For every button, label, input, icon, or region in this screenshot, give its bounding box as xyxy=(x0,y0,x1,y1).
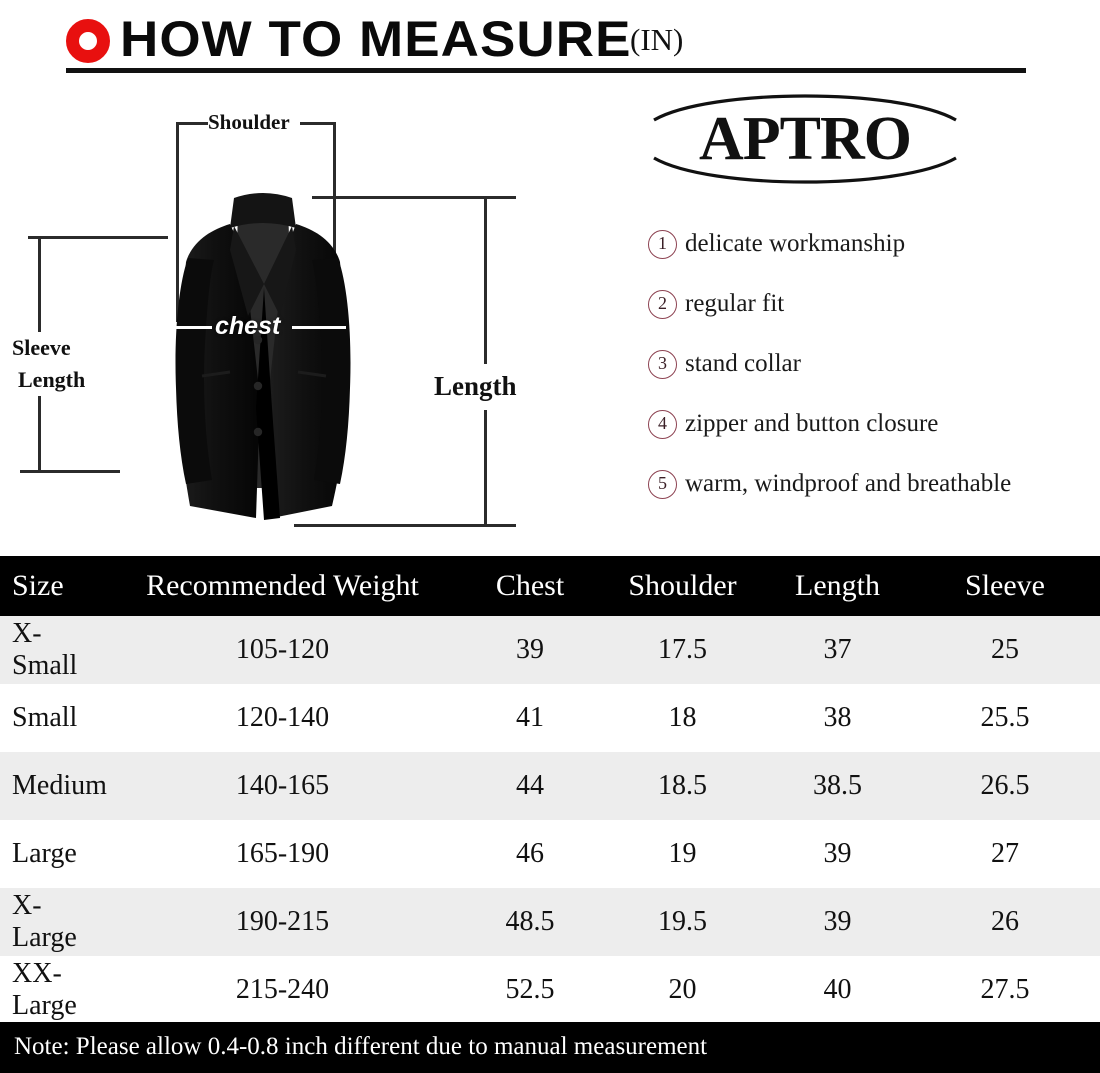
coat-illustration xyxy=(168,188,358,528)
brand-panel: APTRO 1 delicate workmanship 2 regular fit… xyxy=(620,80,1100,556)
cell-size: X-Large xyxy=(0,888,105,956)
cell-sleeve: 25.5 xyxy=(910,684,1100,752)
cell-shoulder: 19.5 xyxy=(600,888,765,956)
table-row: X-Large 190-215 48.5 19.5 39 26 xyxy=(0,888,1100,956)
cell-weight: 165-190 xyxy=(105,820,460,888)
feature-number-2: 2 xyxy=(648,290,677,319)
cell-weight: 190-215 xyxy=(105,888,460,956)
feature-number-1: 1 xyxy=(648,230,677,259)
feature-text-2: regular fit xyxy=(685,290,785,317)
table-row: Small 120-140 41 18 38 25.5 xyxy=(0,684,1100,752)
table-header-row: Size Recommended Weight Chest Shoulder L… xyxy=(0,556,1100,616)
table-row: Medium 140-165 44 18.5 38.5 26.5 xyxy=(0,752,1100,820)
column-header-shoulder: Shoulder xyxy=(600,556,765,616)
cell-chest: 39 xyxy=(460,616,600,684)
feature-item-3: 3 stand collar xyxy=(648,350,801,379)
measurement-unit-label: (IN) xyxy=(630,22,684,57)
cell-length: 38.5 xyxy=(765,752,910,820)
table-row: XX-Large 215-240 52.5 20 40 27.5 xyxy=(0,956,1100,1024)
cell-shoulder: 18 xyxy=(600,684,765,752)
cell-sleeve: 26 xyxy=(910,888,1100,956)
feature-item-2: 2 regular fit xyxy=(648,290,784,319)
cell-size: Medium xyxy=(0,752,107,820)
feature-number-3: 3 xyxy=(648,350,677,379)
cell-length: 38 xyxy=(765,684,910,752)
cell-shoulder: 17.5 xyxy=(600,616,765,684)
cell-size: Small xyxy=(0,684,105,752)
cell-size: XX-Large xyxy=(0,956,105,1024)
sleeve-label-line1: Sleeve xyxy=(12,335,71,360)
cell-length: 39 xyxy=(765,820,910,888)
length-line-top xyxy=(312,196,516,199)
cell-sleeve: 27.5 xyxy=(910,956,1100,1024)
sleeve-line-top xyxy=(28,236,168,239)
feature-text-5: warm, windproof and breathable xyxy=(685,470,1012,497)
chest-line-right xyxy=(292,326,346,329)
red-ring-icon xyxy=(66,19,110,63)
chest-line-left xyxy=(160,326,212,329)
cell-sleeve: 26.5 xyxy=(910,752,1100,820)
cell-weight: 140-165 xyxy=(105,752,460,820)
cell-size: Large xyxy=(0,820,105,888)
measurement-diagram: Shoulder Sleeve Length Length xyxy=(0,80,620,556)
cell-shoulder: 18.5 xyxy=(600,752,765,820)
page-title: HOW TO MEASURE xyxy=(120,11,632,67)
column-header-size: Size xyxy=(0,556,105,616)
cell-chest: 52.5 xyxy=(460,956,600,1024)
sleeve-tick-lower xyxy=(38,396,41,472)
cell-length: 40 xyxy=(765,956,910,1024)
shoulder-line-left xyxy=(176,122,208,125)
chest-label: chest xyxy=(215,312,281,340)
note-text: Note: Please allow 0.4-0.8 inch differen… xyxy=(14,1033,708,1060)
shoulder-tick-left xyxy=(176,122,179,322)
size-chart-table: Size Recommended Weight Chest Shoulder L… xyxy=(0,556,1100,1024)
cell-chest: 46 xyxy=(460,820,600,888)
column-header-chest: Chest xyxy=(460,556,600,616)
cell-sleeve: 25 xyxy=(910,616,1100,684)
feature-item-4: 4 zipper and button closure xyxy=(648,410,938,439)
length-label: Length xyxy=(434,371,517,401)
shoulder-tick-right xyxy=(333,122,336,310)
cell-length: 39 xyxy=(765,888,910,956)
cell-chest: 44 xyxy=(460,752,600,820)
cell-shoulder: 19 xyxy=(600,820,765,888)
feature-text-4: zipper and button closure xyxy=(685,410,939,437)
sleeve-label-line2: Length xyxy=(18,367,86,392)
aptro-logo: APTRO xyxy=(640,86,970,191)
table-row: X-Small 105-120 39 17.5 37 25 xyxy=(0,616,1100,684)
page-header: HOW TO MEASURE (IN) xyxy=(0,0,1100,80)
cell-shoulder: 20 xyxy=(600,956,765,1024)
column-header-sleeve: Sleeve xyxy=(910,556,1100,616)
length-line-bottom xyxy=(294,524,516,527)
length-tick-lower xyxy=(484,410,487,526)
feature-item-1: 1 delicate workmanship xyxy=(648,230,905,259)
cell-weight: 120-140 xyxy=(105,684,460,752)
table-row: Large 165-190 46 19 39 27 xyxy=(0,820,1100,888)
column-header-length: Length xyxy=(765,556,910,616)
sleeve-line-bottom xyxy=(20,470,120,473)
cell-sleeve: 27 xyxy=(910,820,1100,888)
feature-text-3: stand collar xyxy=(685,350,801,377)
cell-length: 37 xyxy=(765,616,910,684)
shoulder-line-right xyxy=(300,122,336,125)
feature-item-5: 5 warm, windproof and breathable xyxy=(648,470,1011,499)
shoulder-label: Shoulder xyxy=(208,110,290,134)
brand-name: APTRO xyxy=(699,105,912,173)
length-tick-upper xyxy=(484,196,487,364)
sleeve-tick-upper xyxy=(38,236,41,332)
cell-chest: 48.5 xyxy=(460,888,600,956)
feature-number-4: 4 xyxy=(648,410,677,439)
column-header-weight: Recommended Weight xyxy=(105,556,460,616)
note-bar: Note: Please allow 0.4-0.8 inch differen… xyxy=(0,1022,1100,1073)
cell-weight: 105-120 xyxy=(105,616,460,684)
cell-size: X-Small xyxy=(0,616,105,684)
cell-weight: 215-240 xyxy=(105,956,460,1024)
feature-text-1: delicate workmanship xyxy=(685,230,906,257)
cell-chest: 41 xyxy=(460,684,600,752)
header-divider xyxy=(66,68,1026,73)
feature-number-5: 5 xyxy=(648,470,677,499)
